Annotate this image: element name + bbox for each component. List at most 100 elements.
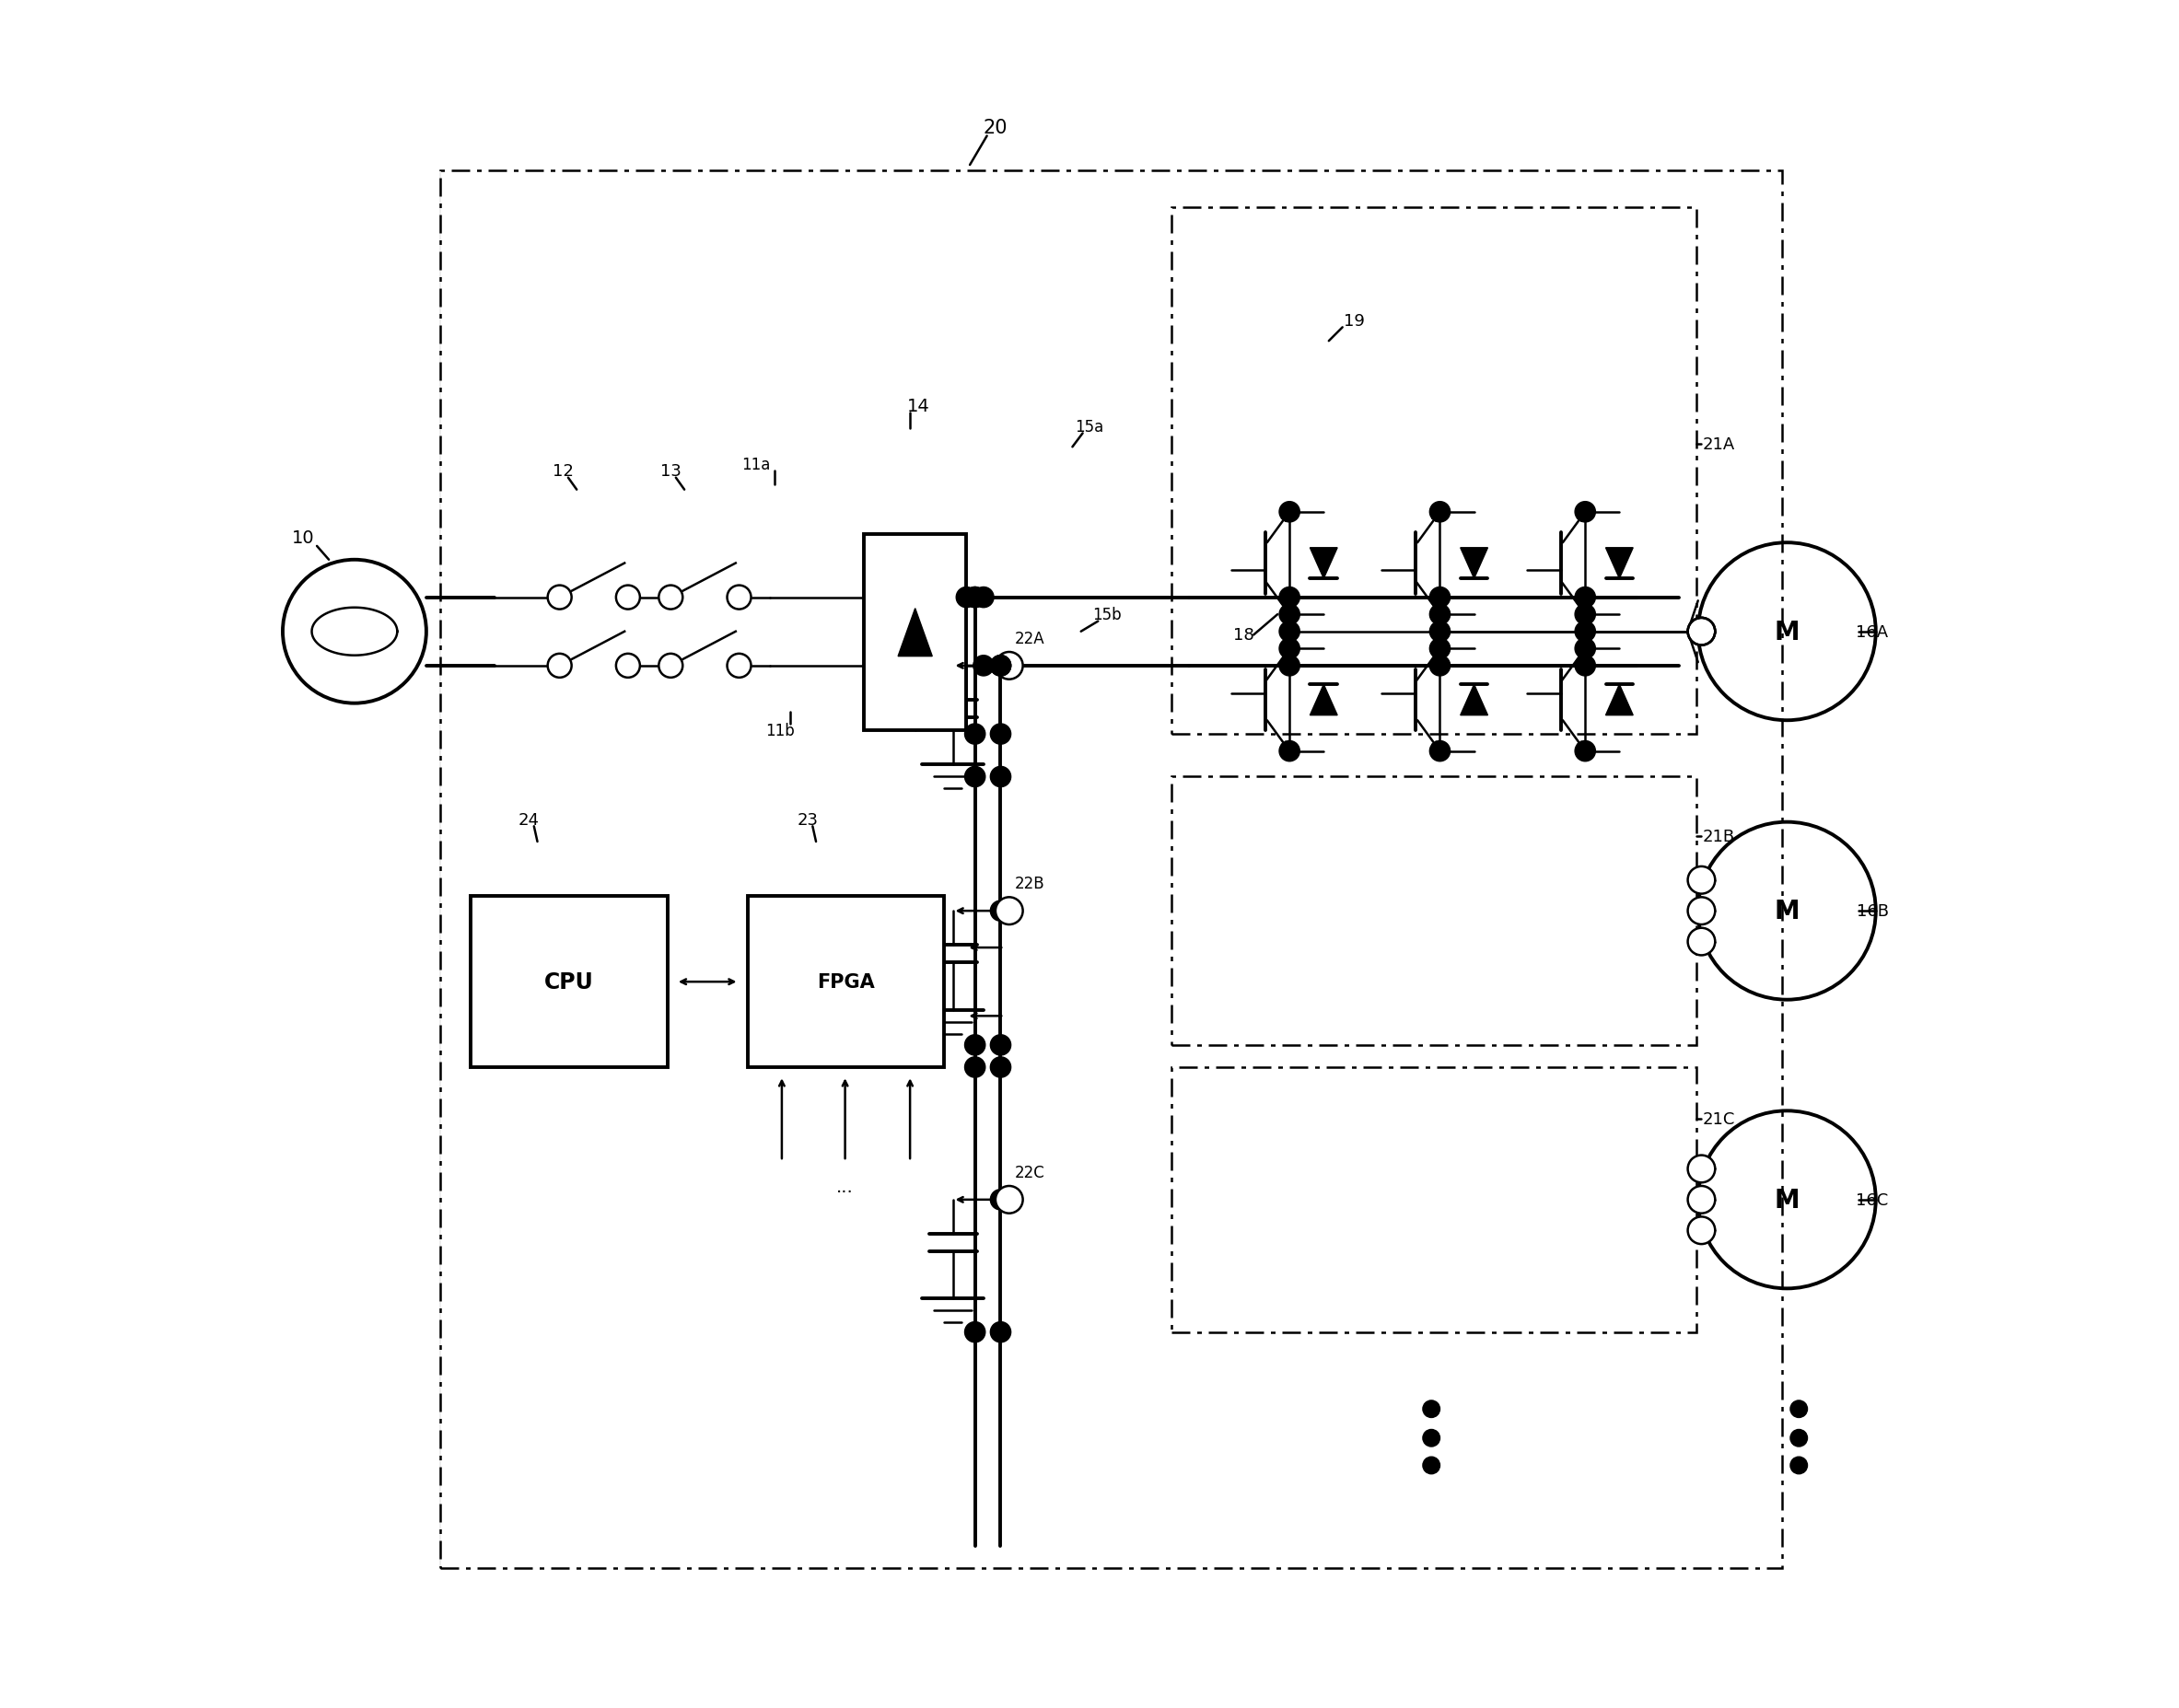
Circle shape	[1423, 1457, 1440, 1474]
Circle shape	[991, 1322, 1011, 1342]
Circle shape	[1689, 927, 1715, 955]
Circle shape	[957, 588, 976, 608]
Circle shape	[965, 1057, 985, 1078]
Circle shape	[1575, 639, 1595, 659]
Text: 22C: 22C	[1015, 1165, 1044, 1180]
Circle shape	[1791, 1401, 1806, 1418]
Circle shape	[1429, 656, 1451, 676]
Circle shape	[991, 656, 1011, 676]
Text: 19: 19	[1344, 313, 1364, 330]
Text: 18: 18	[1233, 627, 1253, 644]
Circle shape	[991, 724, 1011, 745]
Circle shape	[1279, 656, 1299, 676]
Circle shape	[991, 1035, 1011, 1056]
Text: 21A: 21A	[1702, 436, 1734, 453]
Circle shape	[1689, 1155, 1715, 1182]
Circle shape	[658, 586, 682, 610]
Circle shape	[658, 654, 682, 678]
Circle shape	[991, 1190, 1011, 1209]
Polygon shape	[1310, 685, 1338, 716]
Text: 16B: 16B	[1857, 904, 1889, 919]
Circle shape	[1279, 741, 1299, 762]
Text: 20: 20	[983, 120, 1007, 137]
Text: M: M	[1774, 1187, 1800, 1213]
Text: ...: ...	[837, 1179, 854, 1196]
Text: 15b: 15b	[1092, 606, 1122, 623]
Circle shape	[1429, 605, 1451, 625]
Text: 14: 14	[906, 398, 930, 415]
Circle shape	[728, 654, 752, 678]
Circle shape	[991, 656, 1011, 676]
Circle shape	[1429, 741, 1451, 762]
Circle shape	[965, 767, 985, 787]
Circle shape	[1791, 1457, 1806, 1474]
Circle shape	[1279, 588, 1299, 608]
Circle shape	[996, 898, 1022, 924]
Circle shape	[996, 1187, 1022, 1213]
Circle shape	[965, 1322, 985, 1342]
Circle shape	[1423, 1401, 1440, 1418]
Text: 16A: 16A	[1857, 623, 1889, 640]
Circle shape	[1575, 502, 1595, 523]
Circle shape	[1429, 639, 1451, 659]
Polygon shape	[1606, 685, 1632, 716]
Circle shape	[965, 724, 985, 745]
Circle shape	[617, 654, 641, 678]
Circle shape	[1689, 618, 1715, 646]
Text: 22A: 22A	[1015, 630, 1044, 647]
Circle shape	[1689, 618, 1715, 646]
Circle shape	[965, 1035, 985, 1056]
Circle shape	[1575, 588, 1595, 608]
Text: 23: 23	[798, 811, 817, 828]
Circle shape	[1279, 622, 1299, 642]
Circle shape	[1575, 741, 1595, 762]
Text: 15a: 15a	[1074, 418, 1105, 436]
Circle shape	[1279, 502, 1299, 523]
Circle shape	[965, 588, 985, 608]
Bar	[440, 171, 1782, 1568]
Circle shape	[991, 767, 1011, 787]
Text: 16C: 16C	[1857, 1192, 1889, 1208]
Circle shape	[617, 586, 641, 610]
Circle shape	[1689, 898, 1715, 924]
Circle shape	[728, 586, 752, 610]
Bar	[747, 897, 944, 1068]
Circle shape	[991, 656, 1011, 676]
Text: 21B: 21B	[1702, 828, 1734, 845]
Circle shape	[1279, 605, 1299, 625]
Text: 21C: 21C	[1702, 1110, 1734, 1127]
Bar	[1172, 208, 1695, 734]
Circle shape	[991, 1057, 1011, 1078]
Circle shape	[1429, 588, 1451, 608]
Text: 11a: 11a	[741, 456, 771, 473]
Text: :: :	[972, 960, 978, 977]
Text: 12: 12	[553, 463, 573, 480]
Circle shape	[1689, 618, 1715, 646]
Circle shape	[974, 656, 994, 676]
Circle shape	[1423, 1430, 1440, 1447]
Text: M: M	[1774, 898, 1800, 924]
Circle shape	[547, 586, 571, 610]
Circle shape	[1279, 639, 1299, 659]
Polygon shape	[1460, 685, 1488, 716]
Text: 24: 24	[519, 811, 540, 828]
Circle shape	[1429, 502, 1451, 523]
Text: 22B: 22B	[1015, 876, 1044, 892]
Circle shape	[1575, 656, 1595, 676]
Text: FPGA: FPGA	[817, 974, 874, 991]
Circle shape	[996, 652, 1022, 680]
Text: 10: 10	[292, 529, 314, 547]
Circle shape	[1689, 866, 1715, 893]
Polygon shape	[1460, 548, 1488, 579]
Circle shape	[1791, 1430, 1806, 1447]
Circle shape	[1575, 622, 1595, 642]
Text: M: M	[1774, 618, 1800, 646]
Bar	[1172, 777, 1695, 1045]
Polygon shape	[898, 610, 933, 658]
Bar	[1172, 1068, 1695, 1332]
Text: CPU: CPU	[545, 972, 593, 992]
Circle shape	[1689, 1216, 1715, 1245]
Text: 11b: 11b	[765, 722, 795, 740]
Circle shape	[1689, 1187, 1715, 1213]
Circle shape	[991, 900, 1011, 921]
